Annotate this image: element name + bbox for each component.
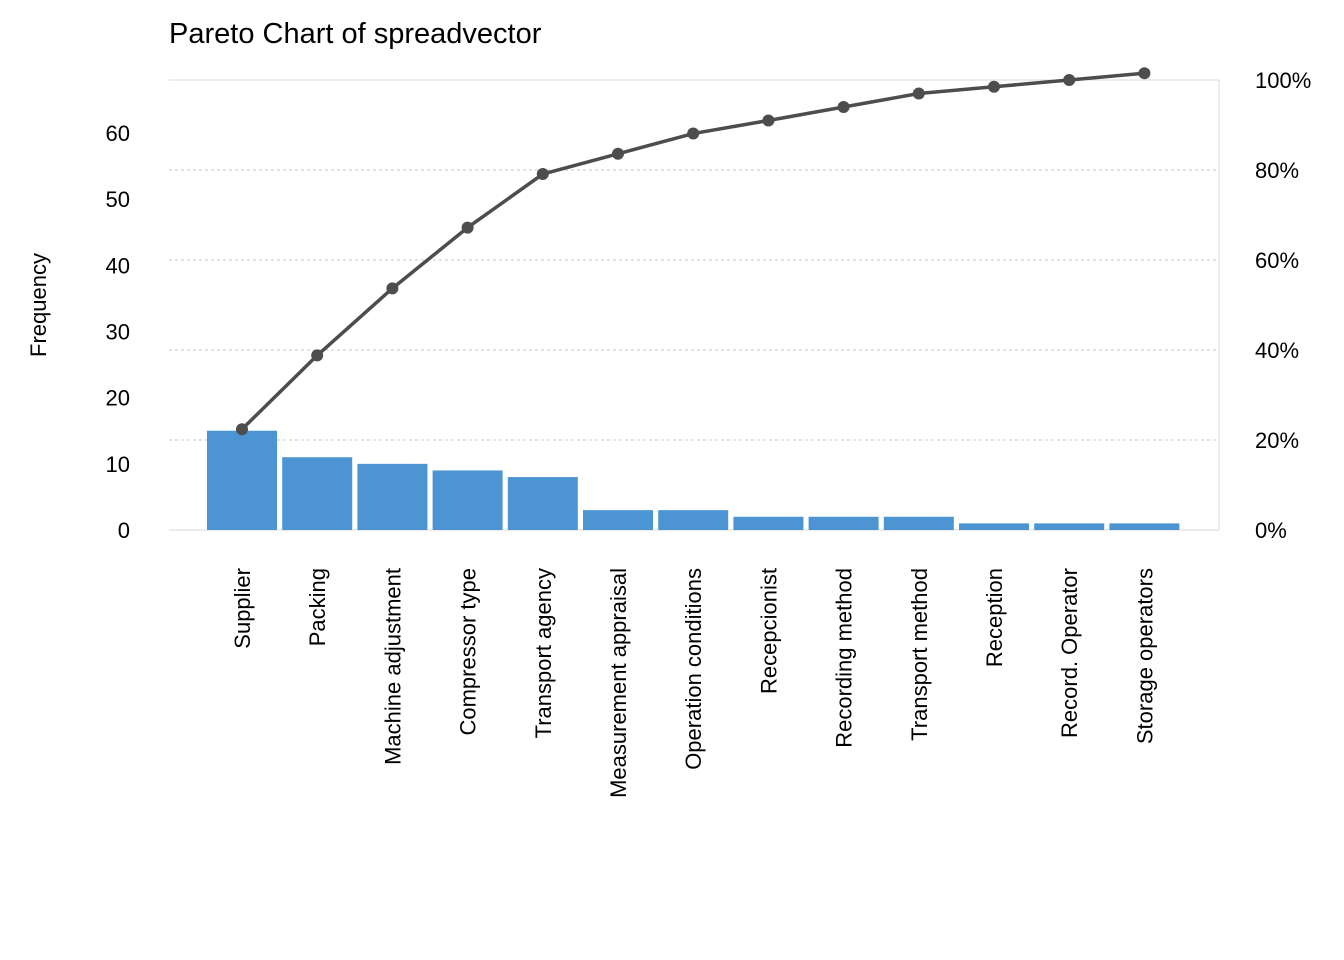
category-label-5: Transport agency: [531, 568, 556, 738]
cumulative-point-13: [1138, 67, 1151, 80]
cumulative-point-5: [536, 168, 549, 181]
category-label-10: Transport method: [907, 568, 932, 741]
cumulative-point-11: [988, 80, 1000, 93]
category-label-1: Supplier: [230, 568, 255, 649]
cumulative-point-3: [386, 282, 399, 295]
cumulative-point-9: [837, 101, 850, 113]
bar-12: [1034, 523, 1105, 530]
bar-8: [733, 516, 804, 530]
right-axis-ticks: 0% 20% 40% 60% 80% 100%: [1255, 68, 1311, 543]
bar-13: [1109, 523, 1180, 530]
right-tick-label-4: 60%: [1255, 248, 1299, 273]
left-tick-label-2: 10: [106, 452, 130, 477]
category-label-13: Storage operators: [1132, 568, 1157, 744]
right-tick-label-6: 100%: [1255, 68, 1311, 93]
category-label-4: Compressor type: [456, 568, 481, 736]
bar-4: [432, 470, 503, 530]
bar-1: [207, 430, 277, 530]
bar-6: [583, 510, 653, 530]
y-axis-title: Frequency: [26, 253, 51, 357]
category-label-6: Measurement appraisal: [606, 568, 631, 798]
category-label-9: Recording method: [832, 568, 857, 748]
left-tick-label-4: 30: [106, 319, 130, 344]
bar-5: [507, 477, 578, 530]
bar-10: [883, 516, 954, 530]
cumulative-point-2: [311, 349, 324, 362]
cumulative-point-8: [762, 114, 775, 127]
left-tick-label-1: 0: [118, 518, 130, 543]
left-tick-label-7: 60: [106, 121, 130, 146]
left-tick-label-5: 40: [106, 253, 130, 278]
bar-series: [207, 430, 1180, 530]
cumulative-point-4: [461, 221, 474, 234]
bar-2: [282, 457, 353, 530]
cumulative-line: [240, 71, 1145, 431]
category-label-12: Record. Operator: [1057, 568, 1082, 738]
bar-7: [658, 510, 729, 530]
cumulative-point-1: [236, 423, 248, 436]
cumulative-point-12: [1063, 74, 1076, 86]
category-label-3: Machine adjustment: [380, 568, 405, 765]
left-tick-label-3: 20: [106, 386, 130, 411]
cumulative-point-6: [612, 147, 624, 160]
cumulative-point-7: [687, 127, 700, 140]
right-tick-label-3: 40%: [1255, 338, 1299, 363]
right-tick-label-1: 0%: [1255, 518, 1287, 543]
left-tick-label-6: 50: [106, 187, 130, 212]
chart-title: Pareto Chart of spreadvector: [169, 18, 542, 50]
right-tick-label-5: 80%: [1255, 158, 1299, 183]
category-label-8: Recepcionist: [756, 568, 781, 694]
left-axis-ticks: 0 10 20 30 40 50 60: [106, 121, 130, 543]
category-label-2: Packing: [305, 568, 330, 646]
category-axis-ticks: Supplier Packing Machine adjustment Compres…: [230, 568, 1157, 798]
bar-11: [959, 523, 1029, 530]
category-label-11: Reception: [982, 568, 1007, 667]
category-label-7: Operation conditions: [681, 568, 706, 770]
bar-3: [357, 463, 428, 530]
bar-9: [808, 516, 879, 530]
cumulative-point-10: [912, 87, 925, 100]
cumulative-line-series: [236, 67, 1151, 436]
right-tick-label-2: 20%: [1255, 428, 1299, 453]
